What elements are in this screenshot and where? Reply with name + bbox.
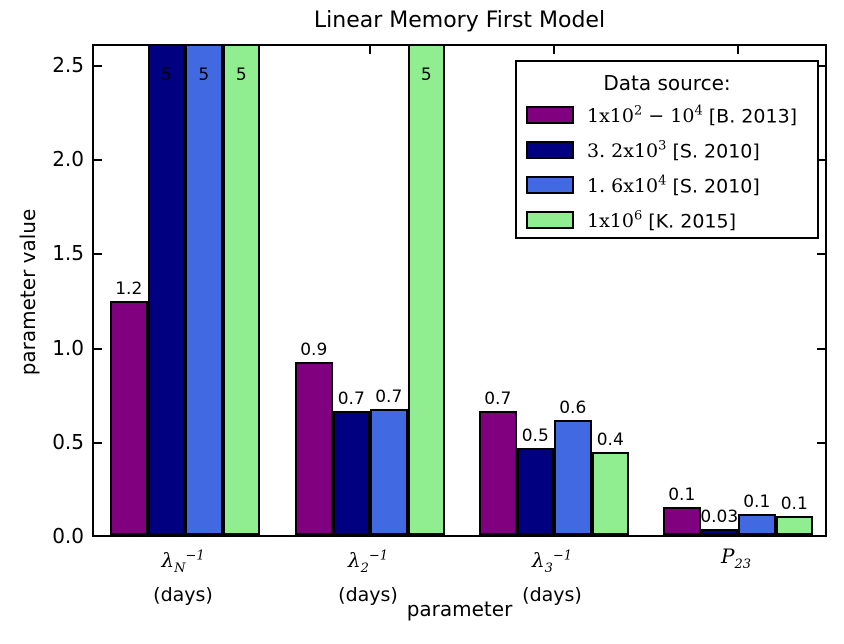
legend-swatch [526,106,574,124]
category-unit: (days) [338,583,398,606]
x-category-label: λ2−1 (days) [293,543,443,608]
y-tick-right [817,441,825,444]
bar [370,408,408,535]
y-tick-left [94,347,102,350]
bar [407,46,445,535]
y-tick-right [817,159,825,162]
category-unit: (days) [522,583,582,606]
y-tick-left [94,253,102,256]
bar-value-label: 0.7 [484,388,512,409]
legend-entry: 1. 6x104 [S. 2010] [517,174,817,198]
x-category-label: λN−1 (days) [108,543,258,608]
legend-entry: 1x102 − 104 [B. 2013] [517,104,817,128]
bar-value-label: 0.03 [700,507,739,528]
bar-value-label: 0.7 [337,388,365,409]
y-tick-left [94,65,102,67]
legend-swatch [526,211,574,229]
y-tick-label: 0.0 [52,524,84,548]
legend-entry-label: 1. 6x104 [S. 2010] [587,174,760,198]
y-tick-label: 1.5 [52,241,84,266]
bar [479,410,517,535]
x-category-label: λ3−1 (days) [477,543,627,608]
bar-value-label: 1.2 [115,279,143,300]
y-tick-label: 0.5 [52,429,84,454]
bar [554,420,592,535]
plot-area: Data source: 1x102 − 104 [B. 2013] 3. 2x1… [92,44,827,537]
y-tick-left [94,536,102,537]
legend-entry: 3. 2x103 [S. 2010] [517,139,817,163]
legend-entry-label: 1x102 − 104 [B. 2013] [587,104,798,128]
bar-value-label: 5 [235,65,247,85]
legend-entry-label: 3. 2x103 [S. 2010] [587,139,760,163]
y-tick-right [817,253,825,256]
bar [663,506,701,535]
y-tick-label: 1.0 [52,335,84,360]
bar-value-label: 0.6 [559,398,587,419]
bar [295,361,333,535]
bar-value-label: 0.9 [300,339,328,360]
bar-value-label: 5 [160,65,172,85]
legend-swatch [526,176,574,194]
category-math: P23 [720,544,751,572]
bar-value-label: 0.1 [743,492,771,513]
y-tick-label: 2.0 [52,147,84,172]
y-tick-left [94,159,102,162]
bar [185,46,223,535]
bar [222,46,260,535]
legend-entry: 1x106 [K. 2015] [517,209,817,233]
legend-swatch [526,141,574,159]
bar [516,448,554,535]
category-math: λN−1 [161,547,205,576]
bar-value-label: 5 [198,65,210,85]
bar [147,46,185,535]
x-tick-top [369,46,371,54]
legend-title: Data source: [603,71,731,95]
bar-value-label: 0.1 [780,494,808,515]
x-tick-top [737,46,739,54]
legend-entry-label: 1x106 [K. 2015] [587,209,737,233]
bar-value-label: 0.7 [375,386,403,407]
bar [775,516,813,535]
bar-value-label: 0.4 [596,430,624,451]
x-axis-label: parameter [406,597,513,621]
category-math: λ2−1 [347,547,389,576]
category-math: λ3−1 [531,547,573,576]
bar [591,452,629,535]
bar-value-label: 0.1 [668,484,696,505]
bar [700,529,738,535]
y-axis-label: parameter value [16,208,40,376]
bar [332,410,370,535]
bar-value-label: 0.5 [521,426,549,447]
chart-title: Linear Memory First Model [313,8,606,33]
y-tick-left [94,441,102,444]
bar [738,514,776,535]
y-tick-right [817,347,825,350]
x-tick-top [553,46,555,54]
x-category-label: P23 [661,543,811,578]
bar-value-label: 5 [420,65,432,85]
legend-box: Data source: 1x102 − 104 [B. 2013] 3. 2x1… [515,60,819,239]
y-tick-right [817,536,825,537]
y-tick-right [817,65,825,67]
category-unit: (days) [153,583,213,606]
y-tick-label: 2.5 [52,53,84,77]
bar [110,301,148,535]
